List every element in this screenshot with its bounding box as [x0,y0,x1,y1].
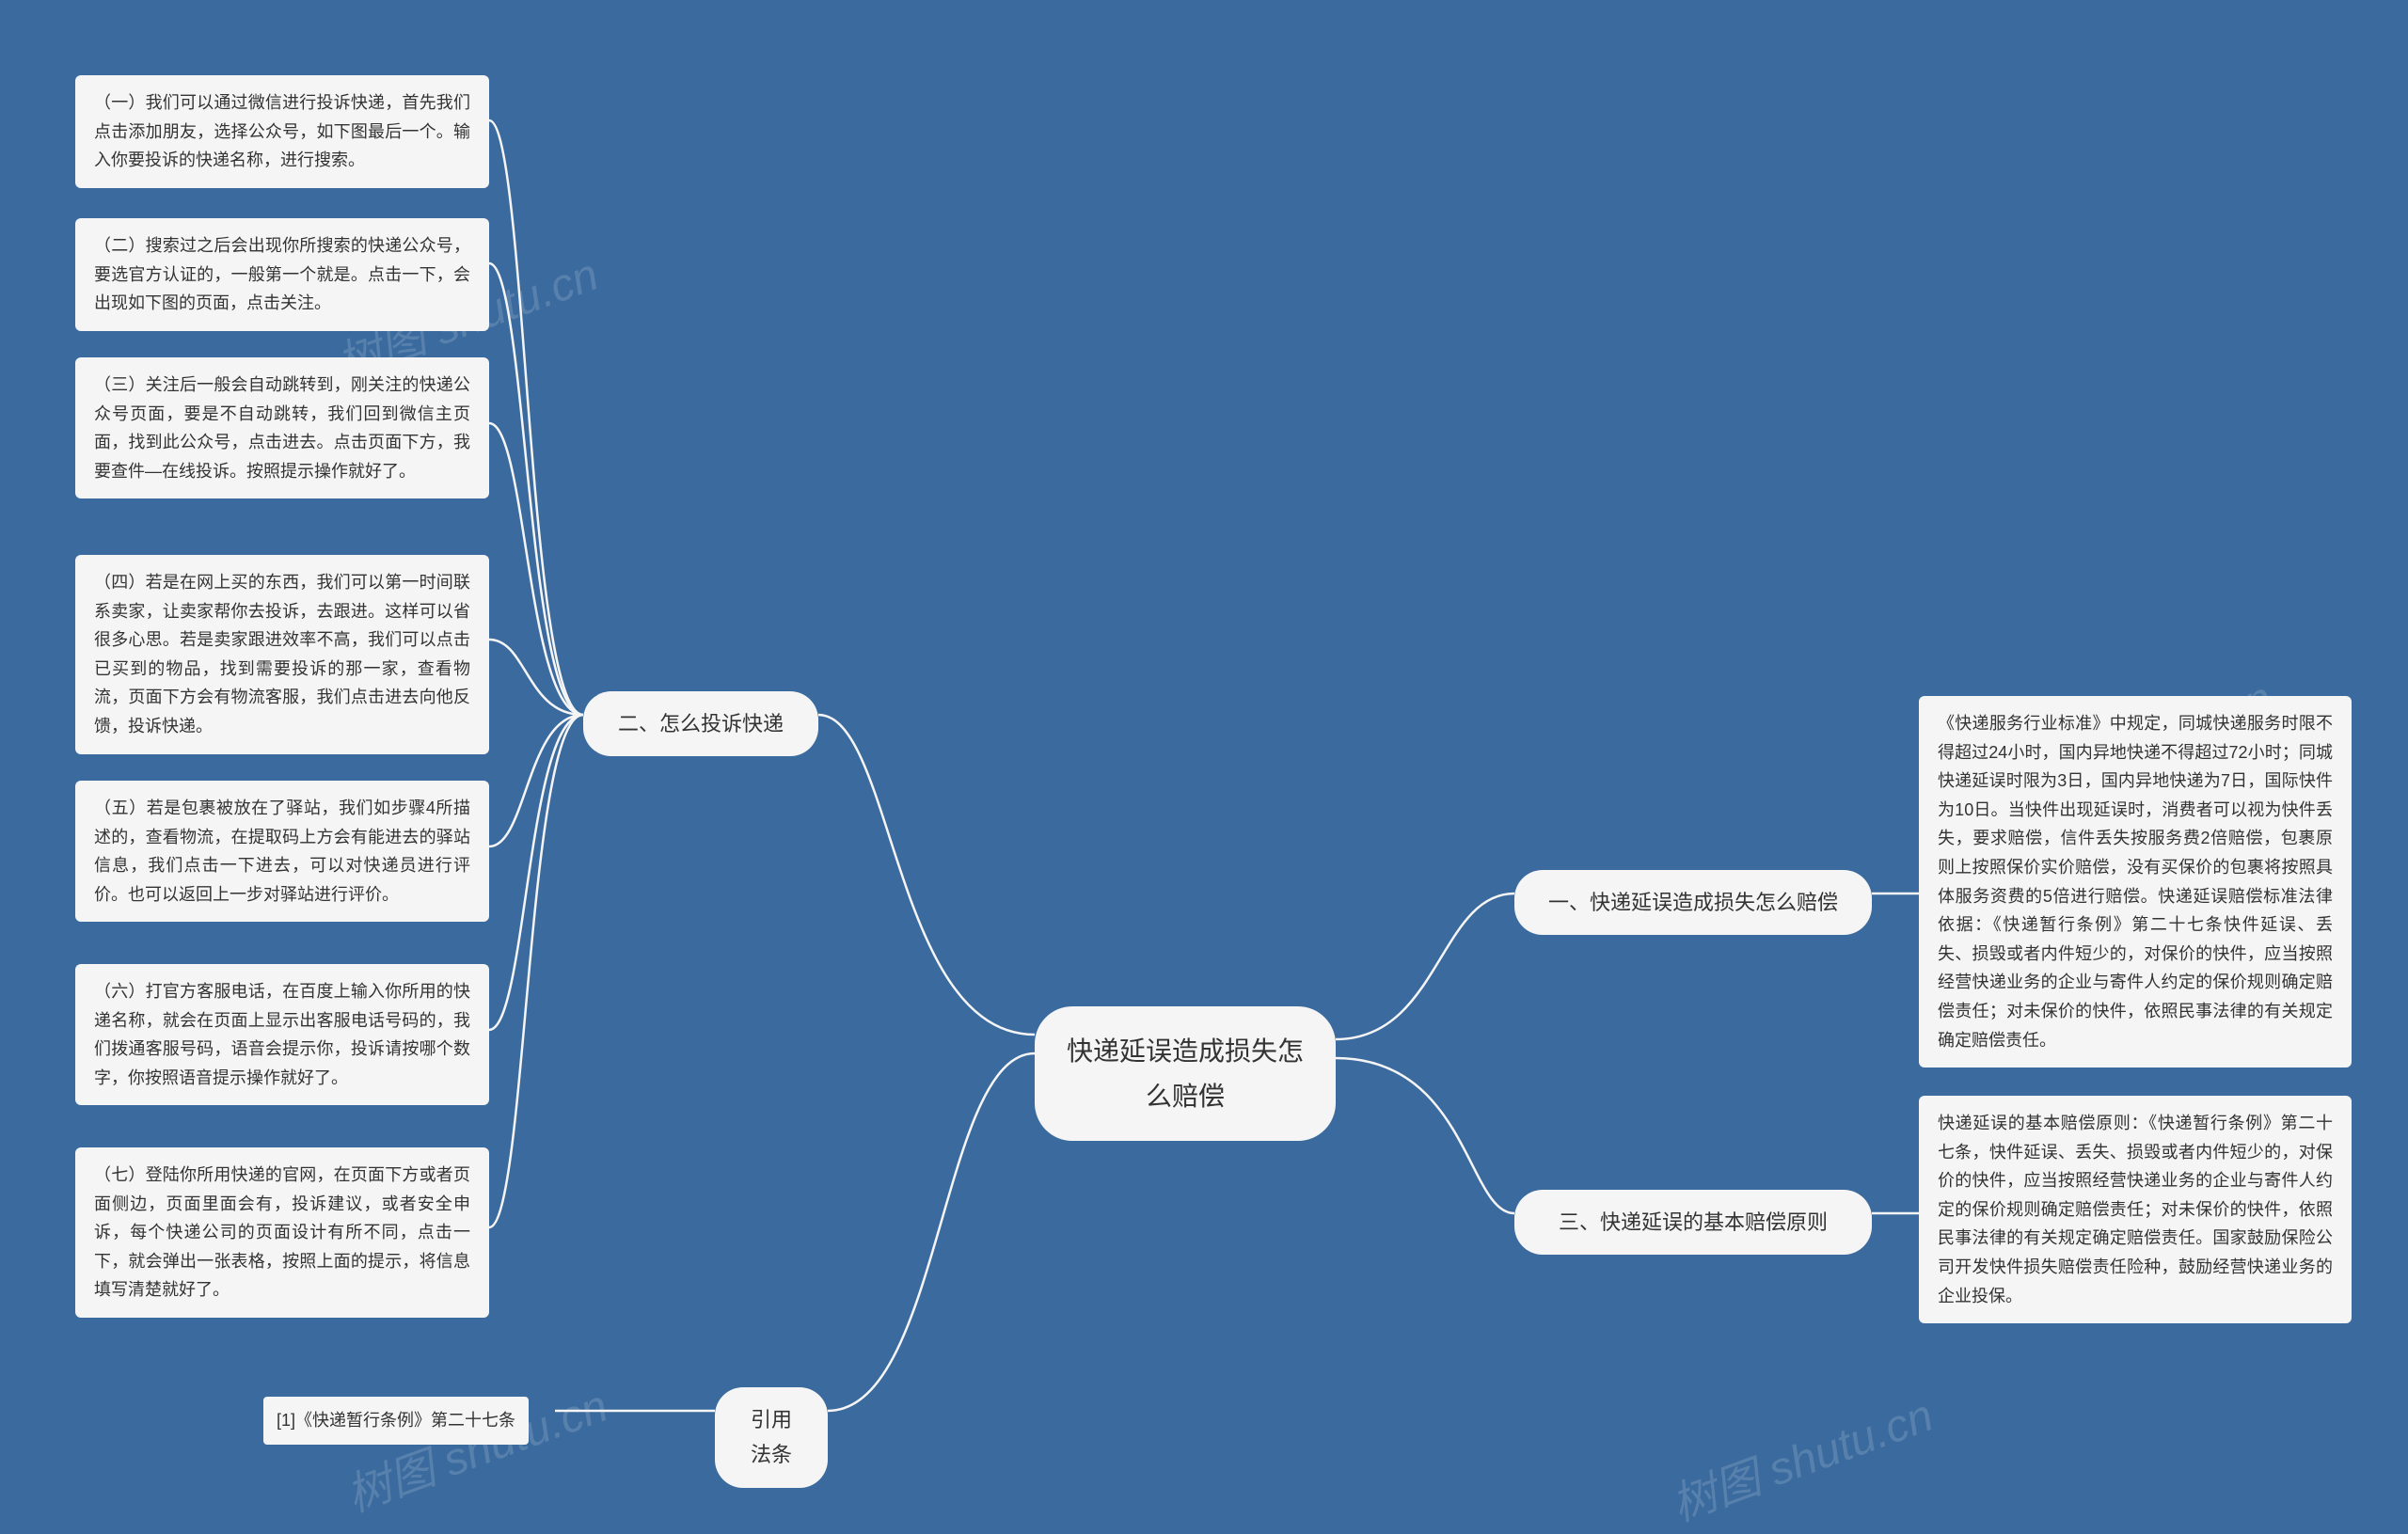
leaf-2-2: （二）搜索过之后会出现你所搜索的快递公众号，要选官方认证的，一般第一个就是。点击… [75,218,489,331]
branch-2[interactable]: 二、怎么投诉快递 [583,691,818,756]
leaf-2-7: （七）登陆你所用快递的官网，在页面下方或者页面侧边，页面里面会有，投诉建议，或者… [75,1147,489,1318]
leaf-2-1: （一）我们可以通过微信进行投诉快递，首先我们点击添加朋友，选择公众号，如下图最后… [75,75,489,188]
leaf-2-5: （五）若是包裹被放在了驿站，我们如步骤4所描述的，查看物流，在提取码上方会有能进… [75,781,489,922]
leaf-3: 快递延误的基本赔偿原则：《快递暂行条例》第二十七条，快件延误、丢失、损毁或者内件… [1919,1096,2352,1323]
leaf-2-6: （六）打官方客服电话，在百度上输入你所用的快递名称，就会在页面上显示出客服电话号… [75,964,489,1105]
branch-4[interactable]: 引用法条 [715,1387,828,1488]
branch-3[interactable]: 三、快递延误的基本赔偿原则 [1514,1190,1872,1255]
branch-1[interactable]: 一、快递延误造成损失怎么赔偿 [1514,870,1872,935]
leaf-2-3: （三）关注后一般会自动跳转到，刚关注的快递公众号页面，要是不自动跳转，我们回到微… [75,357,489,498]
watermark: 树图 shutu.cn [336,1368,615,1524]
center-node[interactable]: 快递延误造成损失怎么赔偿 [1035,1006,1336,1141]
watermark: 树图 shutu.cn [1661,1378,1941,1533]
leaf-2-4: （四）若是在网上买的东西，我们可以第一时间联系卖家，让卖家帮你去投诉，去跟进。这… [75,555,489,754]
leaf-1: 《快递服务行业标准》中规定，同城快递服务时限不得超过24小时，国内异地快递不得超… [1919,696,2352,1067]
leaf-4: [1]《快递暂行条例》第二十七条 [263,1397,529,1445]
